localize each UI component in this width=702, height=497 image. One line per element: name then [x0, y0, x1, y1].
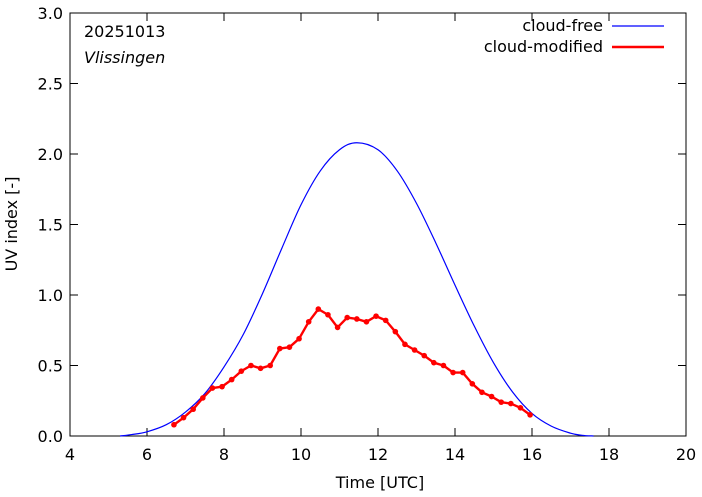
- data-point-cloud-modified: [488, 393, 495, 400]
- data-point-cloud-modified: [354, 316, 360, 322]
- x-tick-label: 20: [676, 445, 696, 464]
- data-point-cloud-modified: [277, 345, 283, 352]
- data-point-cloud-modified: [373, 313, 379, 319]
- series-layer: [119, 142, 594, 437]
- data-point-cloud-modified: [315, 306, 322, 312]
- x-tick-label: 4: [65, 445, 75, 464]
- data-point-cloud-modified: [431, 359, 437, 366]
- series-line-cloud-free: [119, 142, 594, 437]
- data-point-cloud-modified: [459, 369, 466, 376]
- x-tick-label: 6: [142, 445, 152, 464]
- y-tick-label: 1.5: [38, 216, 63, 235]
- data-point-cloud-modified: [267, 362, 274, 369]
- location-label: Vlissingen: [84, 48, 165, 67]
- x-tick-label: 18: [599, 445, 619, 464]
- x-tick-label: 12: [368, 445, 388, 464]
- x-tick-label: 16: [522, 445, 542, 464]
- y-tick-label: 0.5: [38, 357, 63, 376]
- data-point-cloud-modified: [209, 385, 216, 391]
- data-point-cloud-modified: [296, 335, 302, 342]
- data-point-cloud-modified: [180, 414, 187, 421]
- data-point-cloud-modified: [508, 400, 514, 407]
- data-point-cloud-modified: [219, 383, 225, 390]
- series-line-cloud-modified: [173, 307, 531, 426]
- x-tick-label: 14: [445, 445, 465, 464]
- data-point-cloud-modified: [305, 318, 312, 325]
- y-tick-label: 2.5: [38, 75, 63, 94]
- data-point-cloud-modified: [171, 421, 177, 428]
- y-tick-label: 1.0: [38, 286, 63, 305]
- date-label: 20251013: [84, 22, 165, 41]
- data-point-cloud-modified: [344, 314, 351, 321]
- data-point-cloud-modified: [527, 412, 533, 418]
- data-point-cloud-modified: [382, 317, 389, 324]
- x-axis-ticks: 4 6 8 10 12 14 16 18 20: [65, 13, 696, 464]
- data-point-cloud-modified: [411, 347, 418, 353]
- y-tick-label: 0.0: [38, 427, 63, 446]
- data-point-cloud-modified: [200, 395, 206, 401]
- data-point-cloud-modified: [440, 362, 447, 369]
- data-point-cloud-modified: [450, 369, 456, 376]
- y-axis-ticks: 0.0 0.5 1.0 1.5 2.0 2.5 3.0: [38, 4, 686, 446]
- data-point-cloud-modified: [498, 399, 505, 405]
- x-tick-label: 10: [291, 445, 311, 464]
- plot-frame: [69, 12, 687, 437]
- plot-frame-group: [69, 12, 687, 437]
- data-point-cloud-modified: [363, 318, 370, 325]
- data-point-cloud-modified: [421, 352, 428, 359]
- data-point-cloud-modified: [517, 405, 524, 411]
- data-point-cloud-modified: [286, 344, 293, 350]
- data-point-cloud-modified: [325, 311, 331, 318]
- legend-label-cloud-free: cloud-free: [522, 16, 603, 35]
- data-point-cloud-modified: [392, 328, 399, 335]
- x-tick-label: 8: [219, 445, 229, 464]
- data-point-cloud-modified: [248, 362, 254, 369]
- data-point-cloud-modified: [228, 376, 235, 383]
- x-axis-title: Time [UTC]: [335, 473, 424, 492]
- legend: cloud-free cloud-modified: [484, 16, 664, 56]
- data-point-cloud-modified: [334, 324, 341, 331]
- y-axis-title: UV index [-]: [2, 177, 21, 272]
- data-point-cloud-modified: [190, 406, 196, 413]
- y-tick-label: 2.0: [38, 145, 63, 164]
- data-point-cloud-modified: [402, 341, 408, 348]
- data-point-cloud-modified: [257, 365, 264, 372]
- data-point-cloud-modified: [469, 381, 476, 387]
- data-point-cloud-modified: [238, 368, 245, 374]
- y-tick-label: 3.0: [38, 4, 63, 23]
- data-point-cloud-modified: [479, 389, 485, 396]
- legend-label-cloud-modified: cloud-modified: [484, 37, 603, 56]
